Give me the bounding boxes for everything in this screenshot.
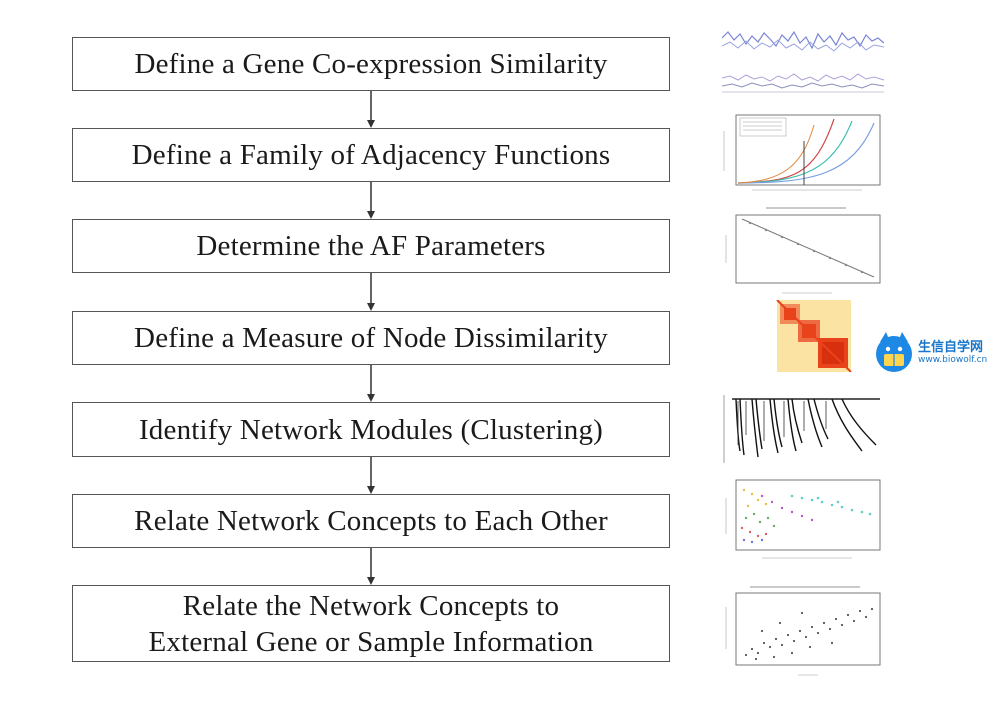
expression-profile-thumbnail xyxy=(722,30,884,93)
watermark-url: www.biowolf.cn xyxy=(918,355,988,365)
scale-free-fit-thumbnail xyxy=(725,207,881,294)
network-concepts-scatter-thumbnail xyxy=(725,479,881,559)
step-label-7b: External Gene or Sample Information xyxy=(148,625,594,658)
step-label-2: Define a Family of Adjacency Functions xyxy=(131,139,611,171)
step-label-5: Identify Network Modules (Clustering) xyxy=(138,413,604,446)
step-box-3: Determine the AF Parameters xyxy=(72,219,670,273)
step-box-6: Relate Network Concepts to Each Other xyxy=(72,494,670,548)
arrow-1 xyxy=(367,91,375,128)
arrow-2 xyxy=(367,182,375,219)
step-label-6: Relate Network Concepts to Each Other xyxy=(134,505,608,537)
arrow-3 xyxy=(367,273,375,311)
watermark-logo: 生信自学网 www.biowolf.cn xyxy=(874,330,996,374)
gene-significance-scatter-thumbnail xyxy=(725,586,881,676)
step-box-7: Relate the Network Concepts to External … xyxy=(72,585,670,662)
adjacency-function-thumbnail xyxy=(723,114,881,191)
step-box-2: Define a Family of Adjacency Functions xyxy=(72,128,670,182)
dendrogram-thumbnail xyxy=(723,395,880,463)
tom-heatmap-thumbnail xyxy=(776,300,852,372)
step-box-5: Identify Network Modules (Clustering) xyxy=(72,402,670,457)
wolf-logo-icon xyxy=(876,332,912,372)
step-label-1: Define a Gene Co-expression Similarity xyxy=(134,48,608,80)
step-label-7a: Relate the Network Concepts to xyxy=(182,589,560,622)
step-label-3: Determine the AF Parameters xyxy=(196,230,546,262)
watermark-title: 生信自学网 xyxy=(918,340,984,355)
step-box-4: Define a Measure of Node Dissimilarity xyxy=(72,311,670,365)
arrow-4 xyxy=(367,365,375,402)
arrow-5 xyxy=(367,457,375,494)
step-box-1: Define a Gene Co-expression Similarity xyxy=(72,37,670,91)
arrow-6 xyxy=(367,548,375,585)
step-label-4: Define a Measure of Node Dissimilarity xyxy=(134,322,608,354)
